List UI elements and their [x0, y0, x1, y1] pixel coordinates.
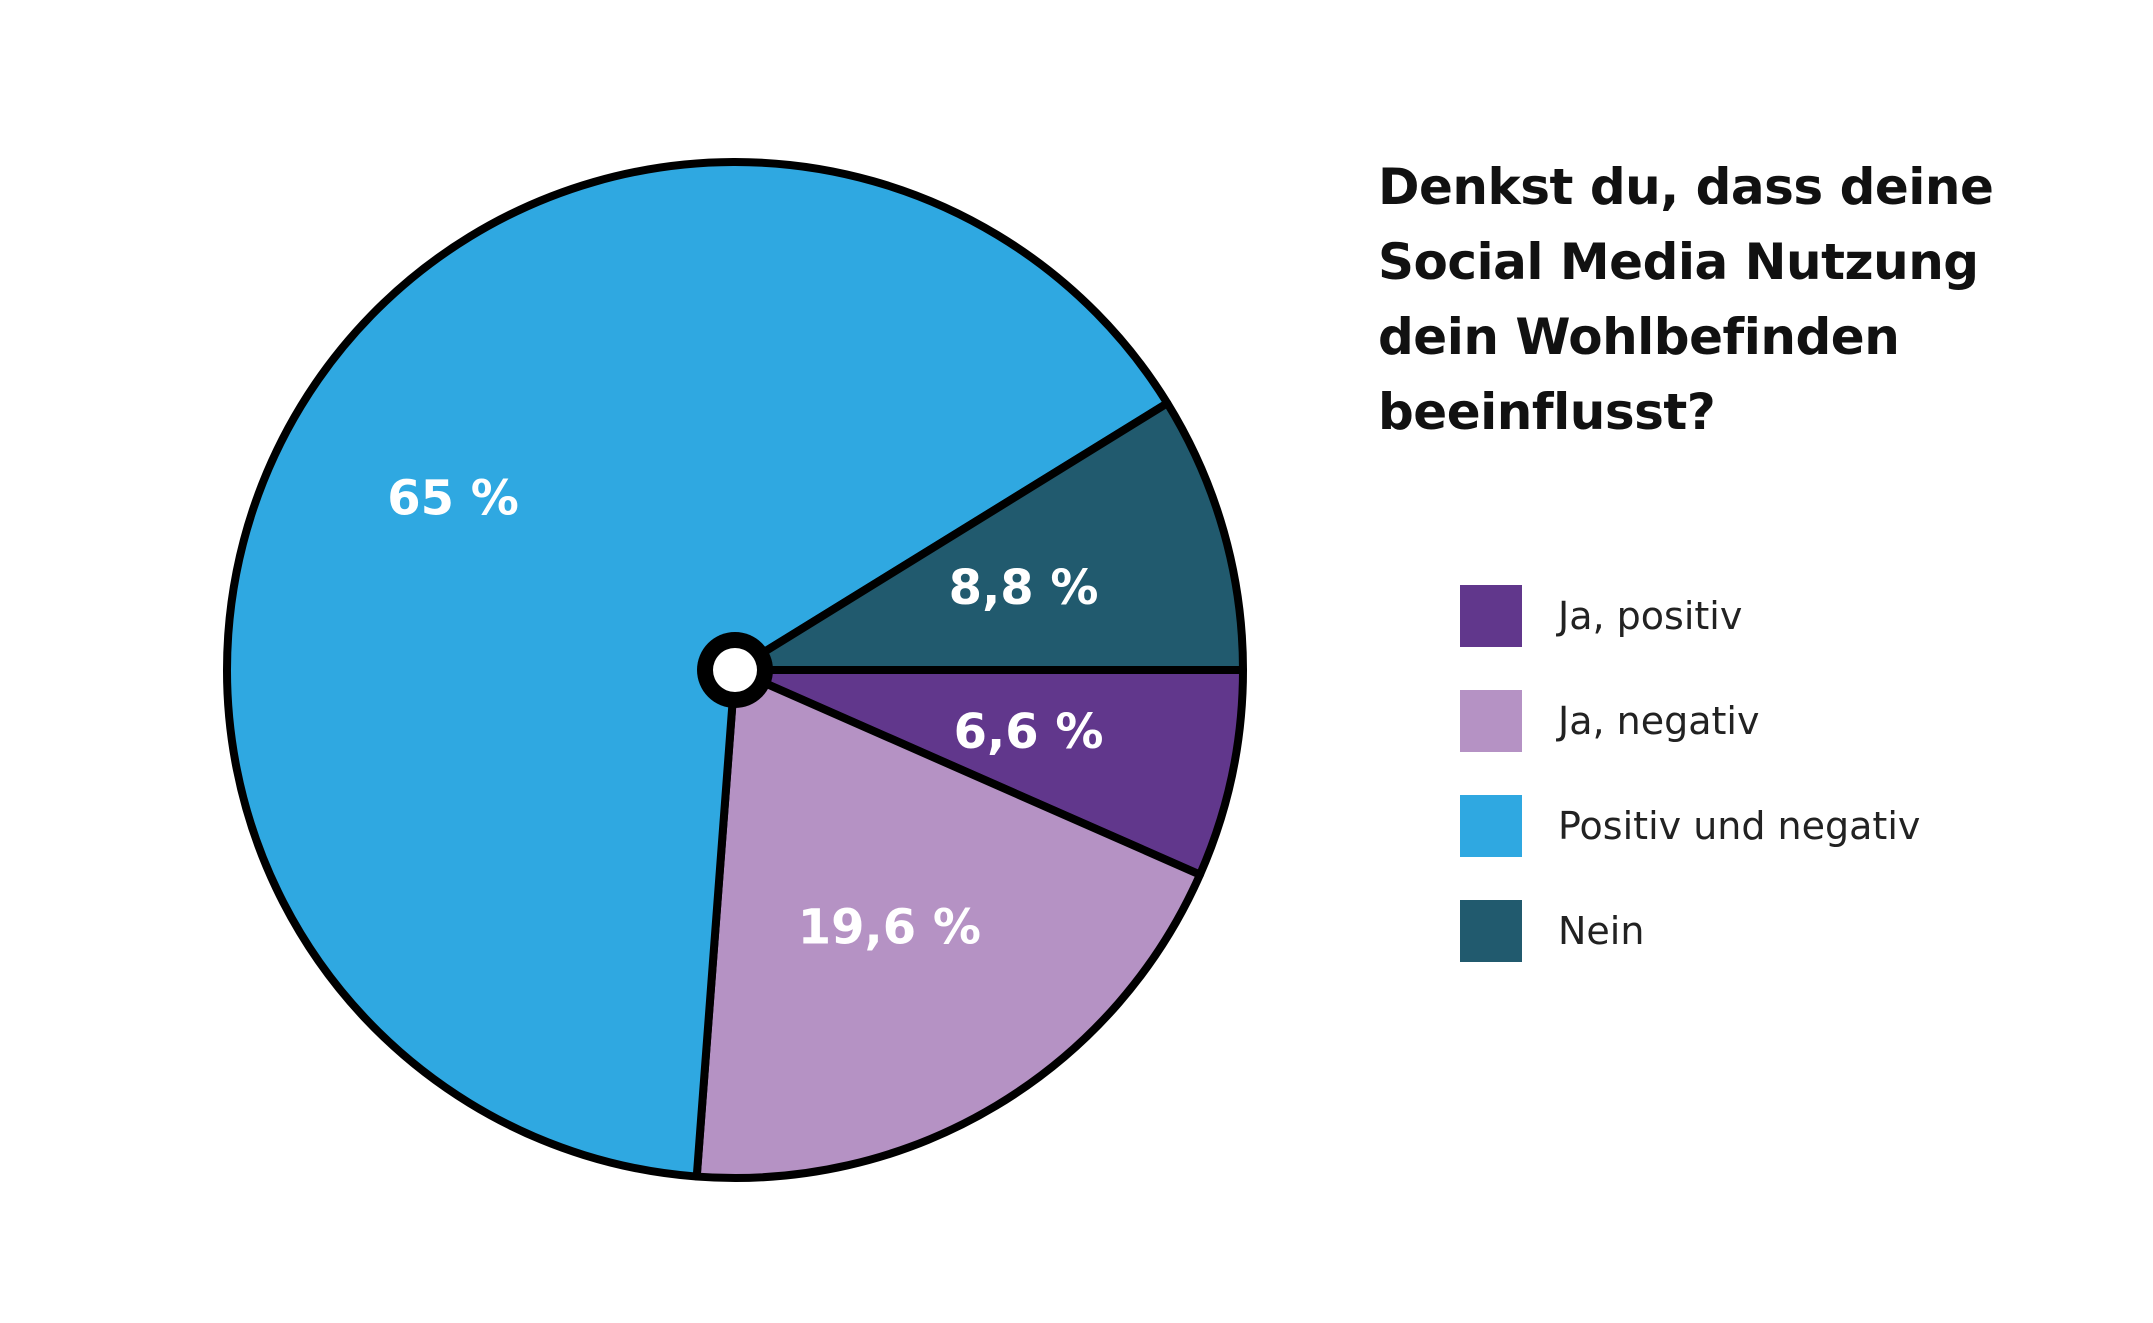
title-line-3: dein Wohlbefinden [1378, 308, 1900, 366]
slice-label: 8,8 % [949, 560, 1099, 616]
title-line-1: Denkst du, dass deine [1378, 158, 1994, 216]
legend-label: Nein [1558, 909, 1645, 953]
legend-swatch [1460, 900, 1522, 962]
pie-slice-ja-positiv [731, 666, 1247, 879]
slice-label: 6,6 % [954, 704, 1104, 760]
legend-swatch [1460, 585, 1522, 647]
legend-item-positiv-und-negativ: Positiv und negativ [1460, 795, 1920, 857]
legend-swatch [1460, 795, 1522, 857]
pie-slice-labels: 6,6 % 19,6 % 65 % 8,8 % [387, 470, 1103, 955]
legend-item-ja-negativ: Ja, negativ [1460, 690, 1920, 752]
slice-label: 65 % [387, 470, 519, 526]
legend-label: Ja, positiv [1558, 594, 1743, 638]
pie-slice-nein [731, 399, 1247, 674]
chart-title: Denkst du, dass deine Social Media Nutzu… [1378, 150, 2098, 450]
center-hole [713, 648, 757, 692]
legend-label: Positiv und negativ [1558, 804, 1921, 848]
legend-item-ja-positiv: Ja, positiv [1460, 585, 1920, 647]
slice-label: 19,6 % [798, 899, 981, 955]
pie-slice-ja-negativ [692, 666, 1204, 1183]
legend-swatch [1460, 690, 1522, 752]
legend-item-nein: Nein [1460, 900, 1920, 962]
title-line-2: Social Media Nutzung [1378, 233, 1979, 291]
title-line-4: beeinflusst? [1378, 383, 1716, 441]
legend-label: Ja, negativ [1558, 699, 1760, 743]
chart-legend: Ja, positiv Ja, negativ Positiv und nega… [1460, 585, 1920, 1005]
